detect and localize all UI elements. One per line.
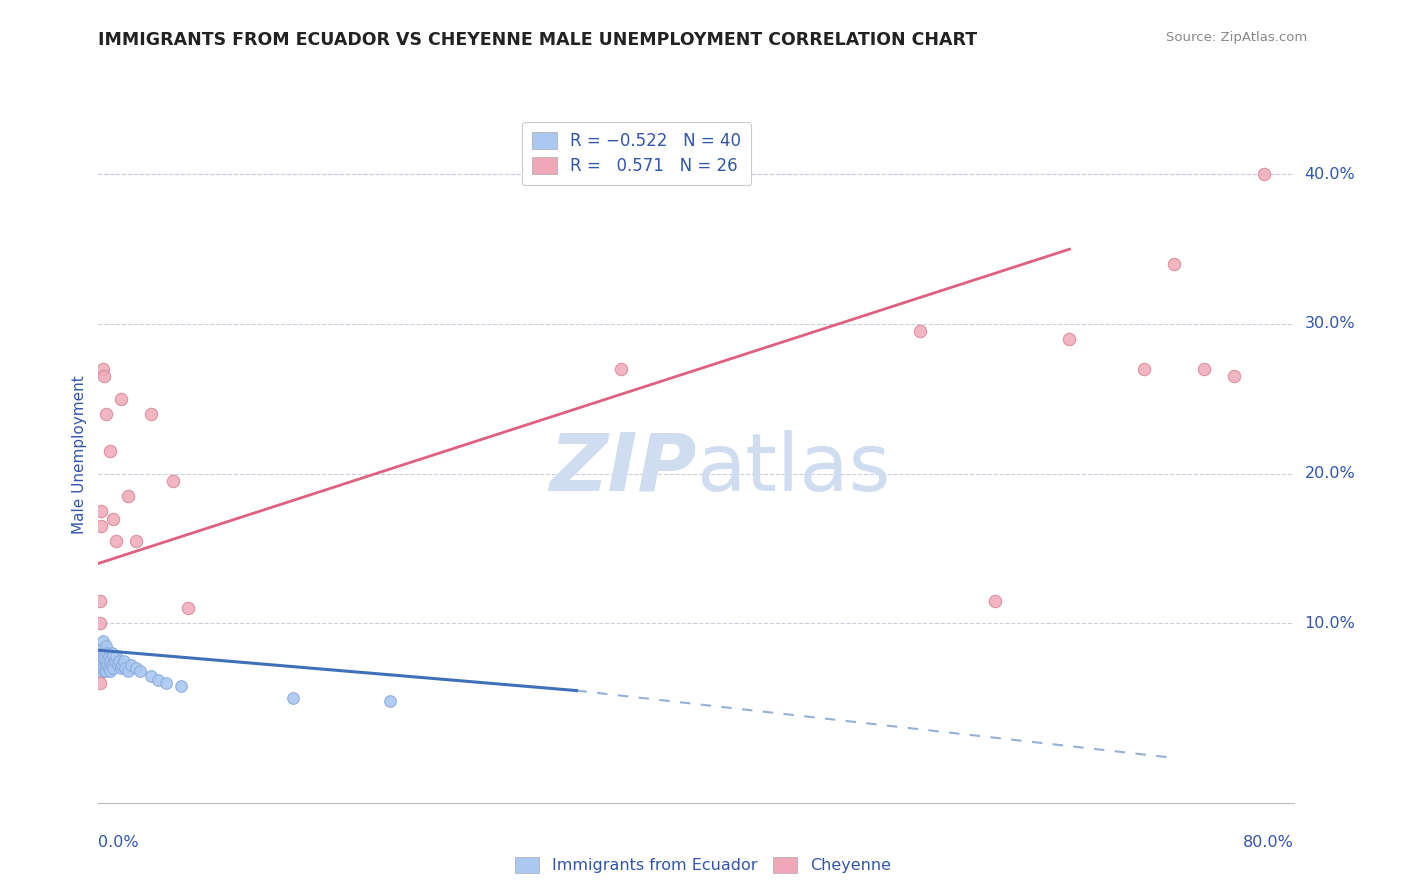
Text: IMMIGRANTS FROM ECUADOR VS CHEYENNE MALE UNEMPLOYMENT CORRELATION CHART: IMMIGRANTS FROM ECUADOR VS CHEYENNE MALE…	[98, 31, 977, 49]
Point	[101, 646, 124, 660]
Point	[162, 474, 184, 488]
Point	[1059, 332, 1081, 346]
Text: 20.0%: 20.0%	[1305, 467, 1355, 481]
Point	[89, 654, 111, 668]
Point	[94, 654, 117, 668]
Point	[1192, 362, 1215, 376]
Point	[104, 654, 127, 668]
Y-axis label: Male Unemployment: Male Unemployment	[72, 376, 87, 534]
Point	[98, 444, 122, 458]
Point	[117, 664, 139, 678]
Point	[281, 691, 304, 706]
Text: 30.0%: 30.0%	[1305, 317, 1355, 332]
Point	[89, 664, 111, 678]
Point	[107, 658, 129, 673]
Point	[94, 407, 117, 421]
Point	[177, 601, 200, 615]
Point	[96, 658, 118, 673]
Point	[91, 362, 114, 376]
Point	[90, 519, 112, 533]
Point	[908, 325, 931, 339]
Point	[1223, 369, 1246, 384]
Point	[94, 639, 117, 653]
Text: 0.0%: 0.0%	[98, 836, 139, 850]
Point	[103, 649, 125, 664]
Point	[1253, 167, 1275, 181]
Text: ZIP: ZIP	[548, 430, 696, 508]
Point	[105, 649, 128, 664]
Point	[91, 661, 114, 675]
Point	[93, 369, 115, 384]
Point	[1133, 362, 1156, 376]
Point	[155, 676, 177, 690]
Text: 10.0%: 10.0%	[1305, 615, 1355, 631]
Point	[378, 694, 401, 708]
Point	[93, 652, 115, 666]
Point	[139, 668, 162, 682]
Point	[91, 649, 114, 664]
Point	[1163, 257, 1185, 271]
Point	[89, 676, 111, 690]
Point	[90, 658, 112, 673]
Point	[98, 654, 122, 668]
Point	[111, 658, 134, 673]
Point	[108, 654, 131, 668]
Point	[110, 392, 132, 406]
Point	[114, 661, 136, 675]
Point	[120, 658, 142, 673]
Point	[101, 658, 124, 673]
Point	[89, 616, 111, 631]
Point	[91, 634, 114, 648]
Text: atlas: atlas	[696, 430, 890, 508]
Point	[129, 664, 152, 678]
Point	[125, 661, 148, 675]
Point	[983, 594, 1005, 608]
Point	[90, 643, 112, 657]
Point	[103, 661, 125, 675]
Point	[169, 679, 191, 693]
Point	[93, 664, 115, 678]
Text: Source: ZipAtlas.com: Source: ZipAtlas.com	[1167, 31, 1308, 45]
Point	[117, 489, 139, 503]
Point	[97, 661, 120, 675]
Point	[98, 664, 122, 678]
Point	[105, 533, 128, 548]
Text: 80.0%: 80.0%	[1243, 836, 1294, 850]
Legend: R = −0.522   N = 40, R =   0.571   N = 26: R = −0.522 N = 40, R = 0.571 N = 26	[522, 122, 751, 186]
Point	[94, 664, 117, 678]
Point	[112, 654, 135, 668]
Point	[90, 504, 112, 518]
Point	[110, 661, 132, 675]
Point	[96, 646, 118, 660]
Legend: Immigrants from Ecuador, Cheyenne: Immigrants from Ecuador, Cheyenne	[509, 850, 897, 880]
Point	[89, 594, 111, 608]
Point	[148, 673, 170, 687]
Point	[125, 533, 148, 548]
Point	[103, 511, 125, 525]
Point	[610, 362, 633, 376]
Point	[139, 407, 162, 421]
Point	[97, 649, 120, 664]
Text: 40.0%: 40.0%	[1305, 167, 1355, 182]
